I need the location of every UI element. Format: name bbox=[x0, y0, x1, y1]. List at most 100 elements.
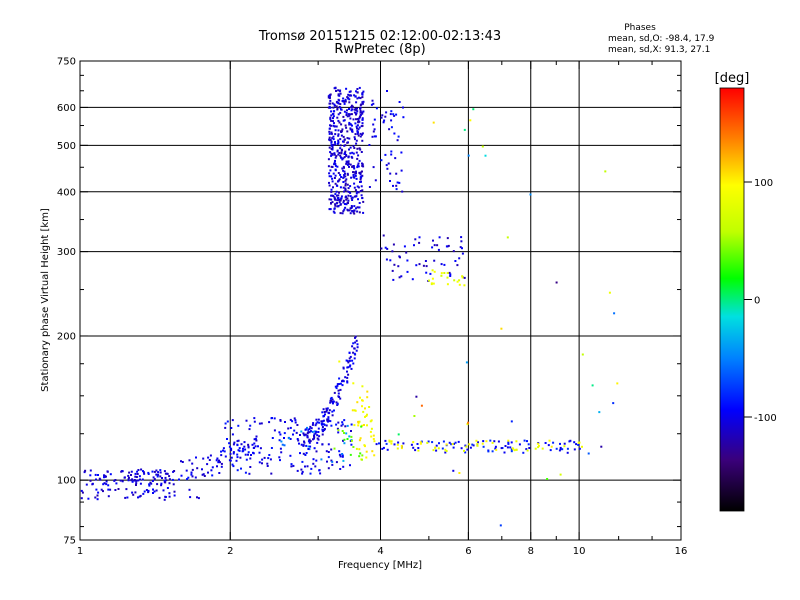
data-point bbox=[326, 419, 329, 422]
data-point bbox=[283, 444, 286, 447]
data-point bbox=[356, 91, 359, 94]
data-point bbox=[319, 472, 322, 475]
data-point bbox=[476, 442, 479, 445]
data-point bbox=[398, 101, 401, 103]
data-point bbox=[345, 87, 348, 90]
data-point bbox=[372, 123, 375, 126]
data-point bbox=[162, 489, 165, 492]
data-point bbox=[320, 422, 323, 425]
data-point bbox=[334, 133, 337, 136]
data-point bbox=[164, 496, 167, 498]
data-point bbox=[253, 438, 256, 441]
data-point bbox=[366, 390, 369, 393]
data-point bbox=[343, 174, 346, 176]
data-point bbox=[299, 452, 301, 455]
data-point bbox=[331, 463, 334, 466]
data-point bbox=[348, 137, 351, 140]
data-point bbox=[310, 467, 313, 470]
data-point bbox=[332, 402, 334, 405]
data-point bbox=[356, 132, 359, 135]
data-point bbox=[201, 468, 203, 471]
data-point bbox=[346, 130, 349, 133]
data-point bbox=[431, 269, 434, 272]
data-point bbox=[313, 433, 316, 436]
data-point bbox=[355, 90, 357, 93]
data-point bbox=[308, 428, 311, 430]
data-point bbox=[168, 482, 171, 485]
data-point bbox=[356, 166, 359, 169]
data-point bbox=[413, 244, 415, 247]
data-point bbox=[332, 115, 335, 118]
data-point bbox=[303, 440, 305, 443]
data-point bbox=[358, 86, 361, 89]
data-point bbox=[337, 134, 340, 137]
data-point bbox=[131, 480, 134, 483]
data-point bbox=[433, 270, 436, 273]
data-point bbox=[476, 444, 479, 447]
data-point bbox=[491, 450, 494, 453]
data-point bbox=[339, 397, 342, 400]
data-point bbox=[616, 382, 619, 385]
data-point bbox=[296, 438, 299, 440]
data-point bbox=[306, 432, 309, 435]
data-point bbox=[331, 414, 334, 417]
data-point bbox=[117, 488, 120, 490]
data-point bbox=[321, 411, 324, 414]
data-point bbox=[337, 431, 340, 434]
data-point bbox=[507, 441, 510, 444]
data-point bbox=[353, 108, 356, 111]
data-point bbox=[322, 430, 325, 432]
data-point bbox=[156, 474, 159, 477]
data-point bbox=[236, 456, 239, 459]
data-point bbox=[327, 451, 330, 453]
data-point bbox=[189, 496, 192, 499]
data-point bbox=[329, 401, 332, 404]
data-point bbox=[438, 442, 440, 445]
data-point bbox=[351, 210, 354, 212]
data-point bbox=[341, 421, 344, 424]
data-point bbox=[450, 443, 453, 446]
data-point bbox=[359, 114, 362, 117]
data-point bbox=[352, 211, 355, 214]
data-point bbox=[334, 141, 336, 144]
data-point bbox=[350, 197, 353, 200]
data-point bbox=[342, 97, 345, 100]
data-point bbox=[458, 257, 461, 260]
data-point bbox=[349, 364, 352, 367]
data-point bbox=[318, 469, 321, 472]
data-point bbox=[359, 106, 362, 109]
colorbar-label: [deg] bbox=[715, 71, 750, 86]
data-point bbox=[98, 477, 101, 480]
data-point bbox=[322, 414, 325, 417]
data-point bbox=[333, 163, 336, 166]
data-point bbox=[353, 111, 356, 114]
data-point bbox=[138, 475, 141, 478]
data-point bbox=[337, 89, 340, 92]
data-point bbox=[429, 272, 432, 275]
data-point bbox=[164, 481, 167, 484]
data-point bbox=[390, 440, 393, 443]
data-point bbox=[232, 465, 235, 468]
data-point bbox=[301, 460, 304, 463]
data-point bbox=[343, 100, 346, 103]
data-point bbox=[368, 186, 371, 188]
data-point bbox=[237, 424, 240, 427]
data-point bbox=[84, 469, 87, 472]
data-point bbox=[308, 438, 311, 441]
data-point bbox=[279, 433, 282, 436]
data-point bbox=[575, 443, 578, 446]
data-point bbox=[328, 146, 331, 149]
data-point bbox=[226, 438, 228, 440]
data-point bbox=[328, 208, 331, 211]
data-point bbox=[467, 154, 470, 157]
data-point bbox=[258, 451, 261, 454]
data-point bbox=[350, 430, 352, 432]
data-point bbox=[135, 484, 137, 486]
data-point bbox=[139, 478, 141, 481]
data-point bbox=[359, 148, 362, 151]
data-point bbox=[330, 399, 333, 402]
data-point bbox=[224, 426, 227, 429]
data-point bbox=[339, 106, 342, 109]
data-point bbox=[173, 470, 176, 472]
data-point bbox=[372, 438, 375, 440]
